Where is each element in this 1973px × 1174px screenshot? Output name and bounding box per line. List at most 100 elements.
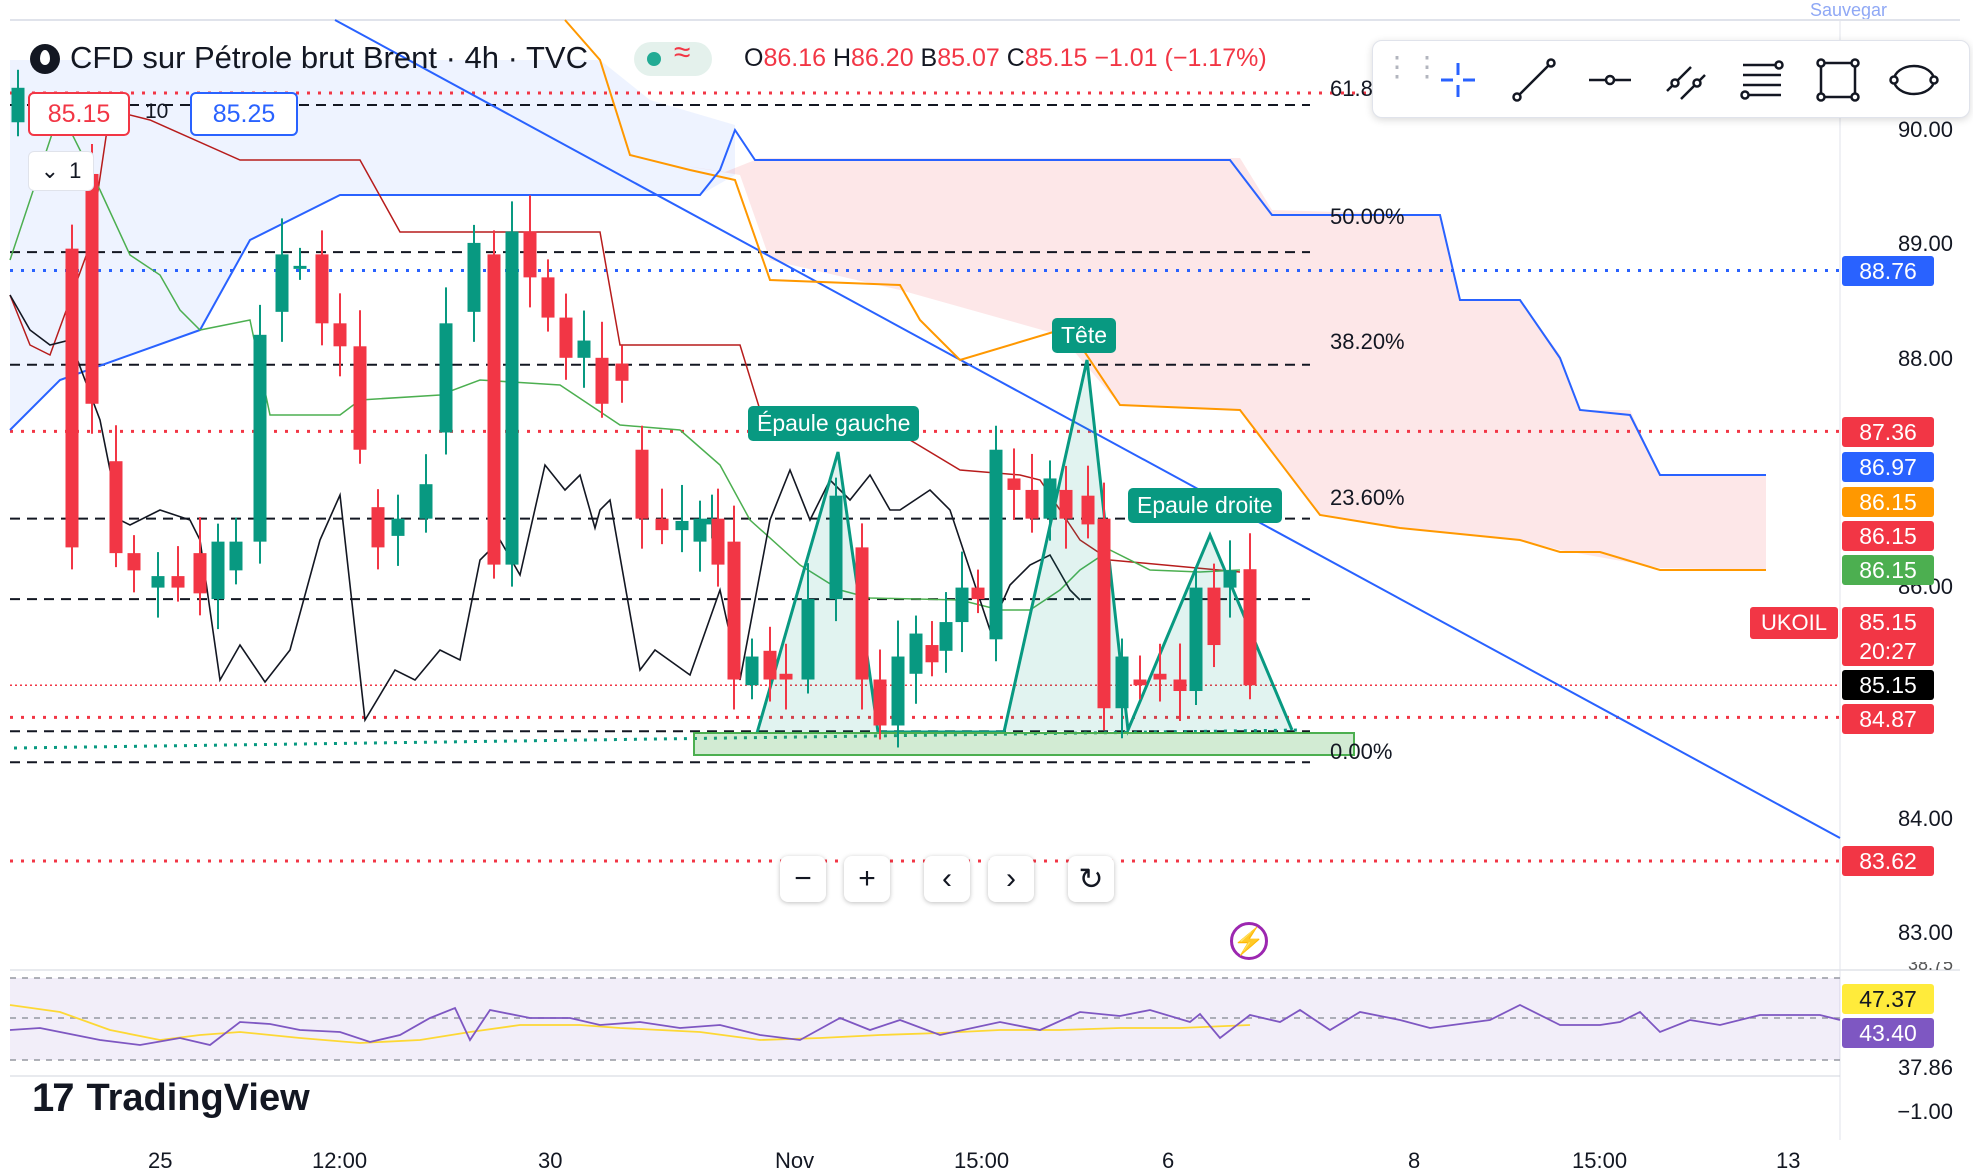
candle <box>1025 489 1039 519</box>
candle <box>1043 478 1057 519</box>
candle <box>419 484 433 519</box>
candle <box>855 547 869 680</box>
candle <box>1059 489 1073 519</box>
rsi-top-tick: 38.75 <box>1907 962 1953 972</box>
buy-button[interactable]: 85.25 <box>190 92 298 136</box>
fib-label-236: 23.60% <box>1330 485 1405 510</box>
lightning-icon[interactable]: ⚡ <box>1230 922 1268 960</box>
ohlc-values: O86.16 H86.20 B85.07 C85.15 −1.01 (−1.17… <box>744 44 1267 72</box>
support-zone <box>693 732 1355 756</box>
candle <box>151 576 165 588</box>
candle <box>615 363 629 381</box>
candle <box>829 495 843 600</box>
candle <box>989 449 1003 640</box>
fib-retracement-icon[interactable] <box>1737 55 1787 105</box>
parallel-channel-icon[interactable] <box>1661 55 1711 105</box>
scroll-right-button[interactable]: › <box>988 856 1034 902</box>
candle <box>1007 478 1021 490</box>
collapse-legend-button[interactable]: ⌄ 1 <box>28 151 94 191</box>
price-marker: 88.76 <box>1842 256 1934 286</box>
candle <box>801 599 815 680</box>
candle <box>675 520 689 531</box>
candle <box>779 673 793 680</box>
ellipse-icon[interactable] <box>1889 55 1939 105</box>
right-shoulder-label[interactable]: Epaule droite <box>1128 488 1282 523</box>
reset-chart-button[interactable]: ↻ <box>1068 856 1114 902</box>
left-shoulder-label[interactable]: Épaule gauche <box>748 406 920 441</box>
trend-line-icon[interactable] <box>1509 55 1559 105</box>
price-marker: 86.97 <box>1842 452 1934 482</box>
bar-countdown: 20:27 <box>1842 636 1934 666</box>
head-label[interactable]: Tête <box>1052 318 1117 353</box>
lagging-span <box>9 294 1081 723</box>
candle <box>353 346 367 450</box>
tradingview-logo[interactable]: 17 TradingView <box>32 1074 310 1122</box>
candle <box>333 323 347 347</box>
candle <box>1223 570 1237 588</box>
market-status-pill[interactable] <box>634 42 712 76</box>
candle <box>909 633 923 674</box>
price-marker: 87.36 <box>1842 417 1934 447</box>
candle <box>1173 679 1187 692</box>
candle <box>523 231 537 278</box>
symbol-tag: UKOIL <box>1750 607 1838 639</box>
candle <box>467 242 481 312</box>
candle <box>371 507 385 548</box>
candle <box>487 254 501 565</box>
candle <box>693 518 707 542</box>
chevron-down-icon: ⌄ <box>40 158 60 183</box>
price-marker: 84.87 <box>1842 704 1934 734</box>
drag-handle-icon[interactable]: ⋮⋮ <box>1383 51 1443 82</box>
last-price-marker: 85.15 <box>1842 607 1934 637</box>
pattern-fill <box>757 360 1292 733</box>
time-tick: 25 <box>148 1148 173 1173</box>
fib-label-0: 0.00% <box>1330 739 1393 764</box>
crosshair-icon[interactable] <box>1433 55 1483 105</box>
candle <box>1115 656 1129 709</box>
candle <box>65 248 79 548</box>
scroll-left-button[interactable]: ‹ <box>924 856 970 902</box>
candle <box>109 461 123 554</box>
candle <box>1153 673 1167 680</box>
cloud-bullish <box>10 60 735 430</box>
chart-title[interactable]: CFD sur Pétrole brut Brent · 4h · TVC <box>70 40 588 75</box>
rectangle-icon[interactable] <box>1813 55 1863 105</box>
candle <box>1243 569 1257 686</box>
candle <box>171 576 185 588</box>
price-marker: 86.15 <box>1842 555 1934 585</box>
time-tick: 6 <box>1162 1148 1175 1173</box>
candle <box>873 679 887 726</box>
candle <box>763 650 777 680</box>
trendline <box>334 19 1841 839</box>
sell-button[interactable]: 85.15 <box>28 92 130 136</box>
fib-label-618: 61.8 <box>1330 76 1373 101</box>
pattern-outline <box>755 359 1294 736</box>
candle <box>559 317 573 358</box>
zoom-in-button[interactable]: + <box>844 856 890 902</box>
candle <box>1133 679 1147 686</box>
candle <box>939 622 953 651</box>
time-tick: 30 <box>538 1148 563 1173</box>
zoom-out-button[interactable]: − <box>780 856 826 902</box>
candle <box>655 518 669 531</box>
time-tick: 13 <box>1776 1148 1801 1173</box>
price-marker: 86.15 <box>1842 487 1934 517</box>
save-label[interactable]: Sauvegar <box>1810 0 1888 20</box>
candle <box>253 334 267 542</box>
candle <box>745 656 759 686</box>
tradingview-text: TradingView <box>86 1076 310 1119</box>
candle <box>635 449 649 519</box>
rsi-bottom-tick: 37.86 <box>1897 1055 1953 1080</box>
ichimoku-cloud <box>10 60 1766 570</box>
spread-value: 10 <box>145 100 169 123</box>
candle <box>229 541 243 571</box>
head-shoulders-pattern <box>693 359 1355 756</box>
candle <box>11 87 25 123</box>
drawing-toolbar: ⋮⋮ <box>1372 40 1970 118</box>
candle <box>925 645 939 663</box>
horizontal-ray-icon[interactable] <box>1585 55 1635 105</box>
candles <box>11 69 1257 748</box>
candle <box>595 357 609 404</box>
candle <box>711 518 725 565</box>
